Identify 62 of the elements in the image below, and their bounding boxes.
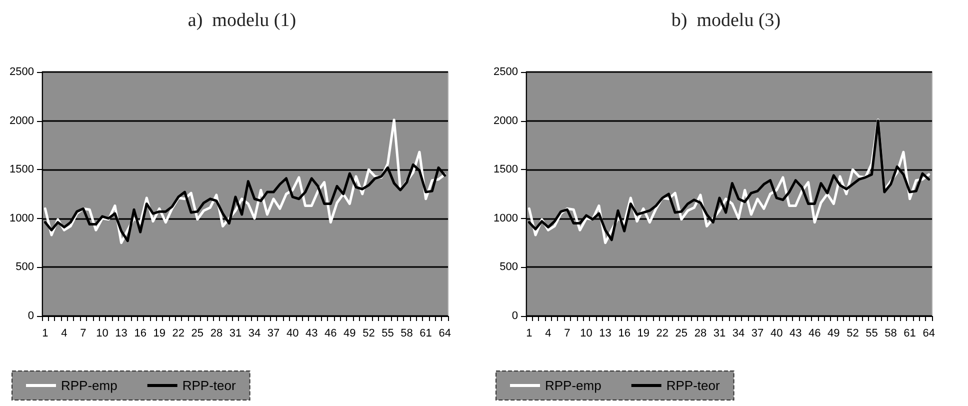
legend-label: RPP-emp [545, 378, 602, 393]
x-tick-label: 58 [884, 328, 897, 340]
x-tick-label: 31 [713, 328, 726, 340]
chart-title: b) modelu (3) [671, 10, 781, 31]
x-tick-label: 13 [115, 328, 128, 340]
x-tick-label: 58 [400, 328, 413, 340]
y-tick-label: 0 [512, 310, 518, 322]
x-tick-label: 49 [828, 328, 840, 340]
x-tick-label: 61 [904, 328, 916, 340]
x-tick-label: 25 [675, 328, 688, 340]
x-tick-label: 7 [80, 328, 86, 340]
x-tick-label: 13 [599, 328, 612, 340]
x-tick-label: 7 [564, 328, 570, 340]
x-tick-label: 22 [656, 328, 669, 340]
legend-label: RPP-teor [182, 378, 236, 393]
x-tick-label: 52 [362, 328, 375, 340]
x-tick-label: 46 [808, 328, 821, 340]
x-tick-label: 55 [866, 328, 878, 340]
x-tick-label: 1 [42, 328, 48, 340]
y-tick-label: 2500 [494, 66, 518, 78]
x-tick-label: 61 [420, 328, 432, 340]
y-tick-label: 1500 [494, 164, 518, 176]
chart-title: a) modelu (1) [188, 10, 296, 31]
x-tick-label: 16 [618, 328, 630, 340]
x-tick-label: 40 [770, 328, 783, 340]
x-tick-label: 55 [382, 328, 394, 340]
x-tick-label: 16 [134, 328, 146, 340]
y-tick-label: 500 [500, 261, 518, 274]
y-tick-label: 2000 [494, 114, 518, 127]
x-tick-label: 4 [545, 328, 552, 340]
y-tick-label: 1500 [10, 164, 34, 176]
x-tick-label: 46 [324, 328, 337, 340]
x-tick-label: 1 [526, 328, 532, 340]
x-tick-label: 19 [637, 328, 650, 340]
x-tick-label: 19 [153, 328, 166, 340]
x-tick-label: 37 [751, 328, 764, 340]
x-tick-label: 64 [922, 328, 935, 340]
x-tick-label: 22 [172, 328, 185, 340]
x-tick-label: 31 [229, 328, 242, 340]
y-tick-label: 2500 [10, 66, 34, 78]
y-tick-label: 500 [16, 261, 34, 274]
x-tick-label: 4 [61, 328, 68, 340]
x-tick-label: 34 [248, 328, 261, 340]
x-tick-label: 10 [580, 328, 592, 340]
y-tick-label: 1000 [494, 212, 518, 224]
x-tick-label: 25 [191, 328, 204, 340]
x-tick-label: 40 [286, 328, 299, 340]
y-tick-label: 2000 [10, 114, 34, 127]
legend-label: RPP-teor [666, 378, 720, 393]
x-tick-label: 37 [267, 328, 280, 340]
x-tick-label: 52 [846, 328, 859, 340]
x-tick-label: 64 [438, 328, 451, 340]
y-tick-label: 1000 [10, 212, 34, 224]
legend-label: RPP-emp [61, 378, 118, 393]
x-tick-label: 28 [694, 328, 707, 340]
x-tick-label: 28 [210, 328, 223, 340]
y-tick-label: 0 [28, 310, 34, 322]
x-tick-label: 49 [344, 328, 356, 340]
x-tick-label: 43 [789, 328, 802, 340]
x-tick-label: 10 [96, 328, 108, 340]
x-tick-label: 34 [732, 328, 745, 340]
x-tick-label: 43 [305, 328, 318, 340]
